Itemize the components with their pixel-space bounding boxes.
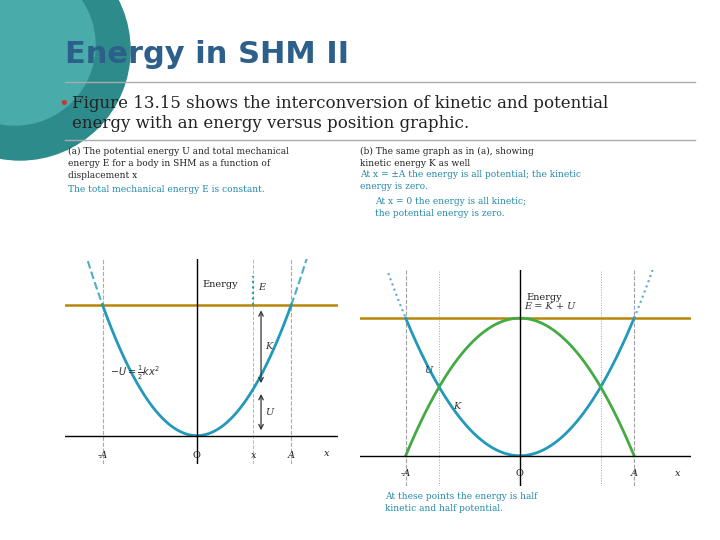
Text: •: •: [58, 95, 68, 113]
Text: Figure 13.15 shows the interconversion of kinetic and potential: Figure 13.15 shows the interconversion o…: [72, 95, 608, 112]
Text: The total mechanical energy E is constant.: The total mechanical energy E is constan…: [68, 185, 265, 194]
Text: Energy in SHM II: Energy in SHM II: [65, 40, 349, 69]
Text: U: U: [265, 408, 273, 417]
Text: At x = ±A the energy is all potential; the kinetic: At x = ±A the energy is all potential; t…: [360, 170, 581, 179]
Text: Energy: Energy: [202, 280, 238, 289]
Circle shape: [0, 0, 130, 160]
Text: At x = 0 the energy is all kinetic;: At x = 0 the energy is all kinetic;: [375, 197, 526, 206]
Text: -A: -A: [97, 451, 108, 460]
Text: the potential energy is zero.: the potential energy is zero.: [375, 209, 505, 218]
Text: O: O: [193, 451, 201, 460]
Text: A: A: [631, 469, 638, 478]
Text: E: E: [258, 284, 266, 293]
Text: K: K: [454, 402, 461, 411]
Text: U: U: [424, 366, 433, 375]
Text: (a) The potential energy U and total mechanical
energy E for a body in SHM as a : (a) The potential energy U and total mec…: [68, 147, 289, 180]
Text: O: O: [516, 469, 524, 478]
Text: energy is zero.: energy is zero.: [360, 182, 428, 191]
Text: -A: -A: [400, 469, 411, 478]
Text: (b) The same graph as in (a), showing
kinetic energy K as well: (b) The same graph as in (a), showing ki…: [360, 147, 534, 168]
Text: Energy: Energy: [527, 293, 562, 302]
Text: E = K + U: E = K + U: [524, 302, 576, 311]
Text: x: x: [251, 451, 256, 460]
Text: A: A: [288, 451, 294, 460]
Text: K: K: [265, 342, 272, 351]
Text: At these points the energy is half
kinetic and half potential.: At these points the energy is half kinet…: [385, 492, 537, 513]
Circle shape: [0, 0, 95, 125]
Text: energy with an energy versus position graphic.: energy with an energy versus position gr…: [72, 115, 469, 132]
Text: x: x: [675, 469, 680, 478]
Text: $-U = \frac{1}{2}kx^2$: $-U = \frac{1}{2}kx^2$: [110, 364, 161, 382]
Text: x: x: [324, 449, 330, 458]
